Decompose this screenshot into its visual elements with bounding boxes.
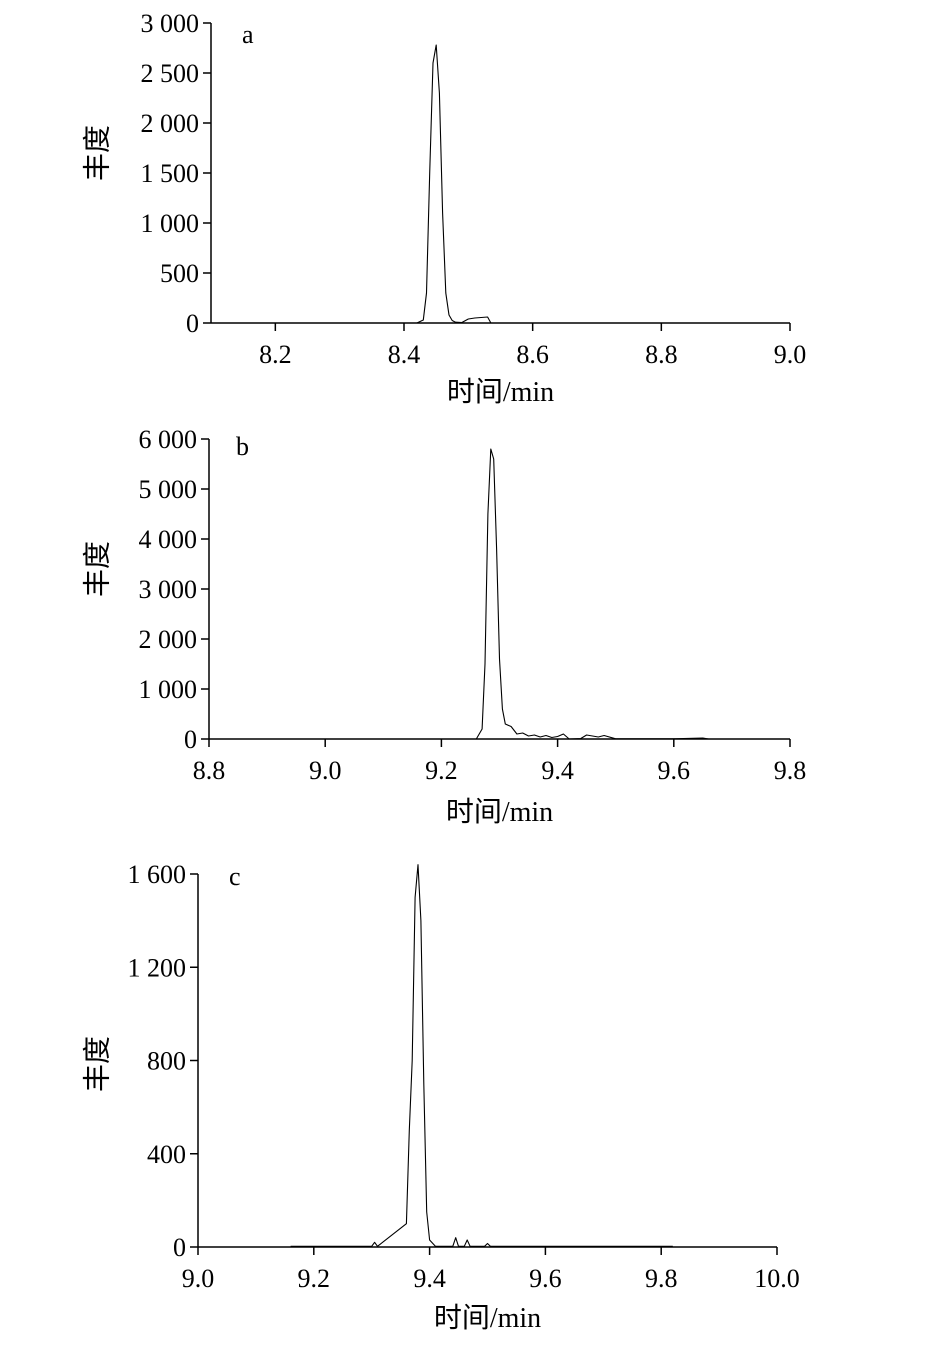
x-tick-label: 9.4: [541, 756, 574, 785]
x-axis-title: 时间/min: [447, 376, 554, 408]
chart-panel-a: 0 500 1 000 1 500 2 000 2 500 3 000 8.2 8.4 8.6 8.…: [81, 9, 806, 408]
y-tick-label: 2 000: [141, 109, 200, 138]
panel-label: c: [229, 862, 241, 891]
panel-label: b: [236, 432, 249, 461]
x-tick-label: 9.0: [774, 340, 807, 369]
y-tick-label: 4 000: [139, 525, 198, 554]
y-tick-label: 3 000: [139, 575, 198, 604]
x-tick-label: 9.6: [529, 1264, 562, 1293]
x-tick-label: 9.6: [658, 756, 691, 785]
y-tick-label: 0: [186, 309, 199, 338]
x-tick-label: 8.8: [193, 756, 226, 785]
y-tick-label: 0: [184, 725, 197, 754]
x-tick-label: 9.0: [182, 1264, 215, 1293]
y-axis-title: 丰度: [81, 541, 113, 597]
x-tick-label: 9.8: [645, 1264, 678, 1293]
series-line-0: [290, 864, 673, 1247]
x-axis-title: 时间/min: [434, 1302, 541, 1334]
chart-panel-c: 0 400 800 1 200 1 600 9.0 9.2 9.4 9.6 9.8 10.0 时间/m…: [81, 860, 799, 1334]
x-tick-label: 8.4: [388, 340, 421, 369]
y-tick-label: 6 000: [139, 425, 198, 454]
y-tick-label: 3 000: [141, 9, 200, 38]
series-line-0: [209, 448, 790, 740]
y-tick-label: 1 600: [128, 860, 187, 889]
chart-panel-b: 0 1 000 2 000 3 000 4 000 5 000 6 000 8.8 9.0 9.2…: [81, 425, 806, 828]
x-tick-label: 8.2: [259, 340, 292, 369]
y-tick-label: 800: [147, 1047, 186, 1076]
x-tick-label: 9.2: [425, 756, 458, 785]
y-tick-label: 5 000: [139, 475, 198, 504]
y-tick-label: 2 000: [139, 625, 198, 654]
y-tick-label: 1 500: [141, 159, 200, 188]
y-axis-title: 丰度: [81, 125, 113, 181]
y-tick-label: 500: [160, 259, 199, 288]
panel-label: a: [242, 20, 254, 49]
x-tick-label: 8.6: [516, 340, 549, 369]
y-tick-label: 2 500: [141, 59, 200, 88]
y-tick-label: 400: [147, 1140, 186, 1169]
series-line-0: [211, 44, 790, 324]
x-tick-label: 9.4: [413, 1264, 446, 1293]
x-tick-label: 9.2: [298, 1264, 331, 1293]
x-tick-label: 10.0: [754, 1264, 800, 1293]
x-tick-label: 8.8: [645, 340, 678, 369]
y-tick-label: 1 000: [141, 209, 200, 238]
x-tick-label: 9.8: [774, 756, 807, 785]
y-axis-title: 丰度: [81, 1036, 113, 1092]
y-tick-label: 0: [173, 1233, 186, 1262]
y-tick-label: 1 200: [128, 953, 187, 982]
y-tick-label: 1 000: [139, 675, 198, 704]
x-tick-label: 9.0: [309, 756, 342, 785]
x-axis-title: 时间/min: [446, 796, 553, 828]
